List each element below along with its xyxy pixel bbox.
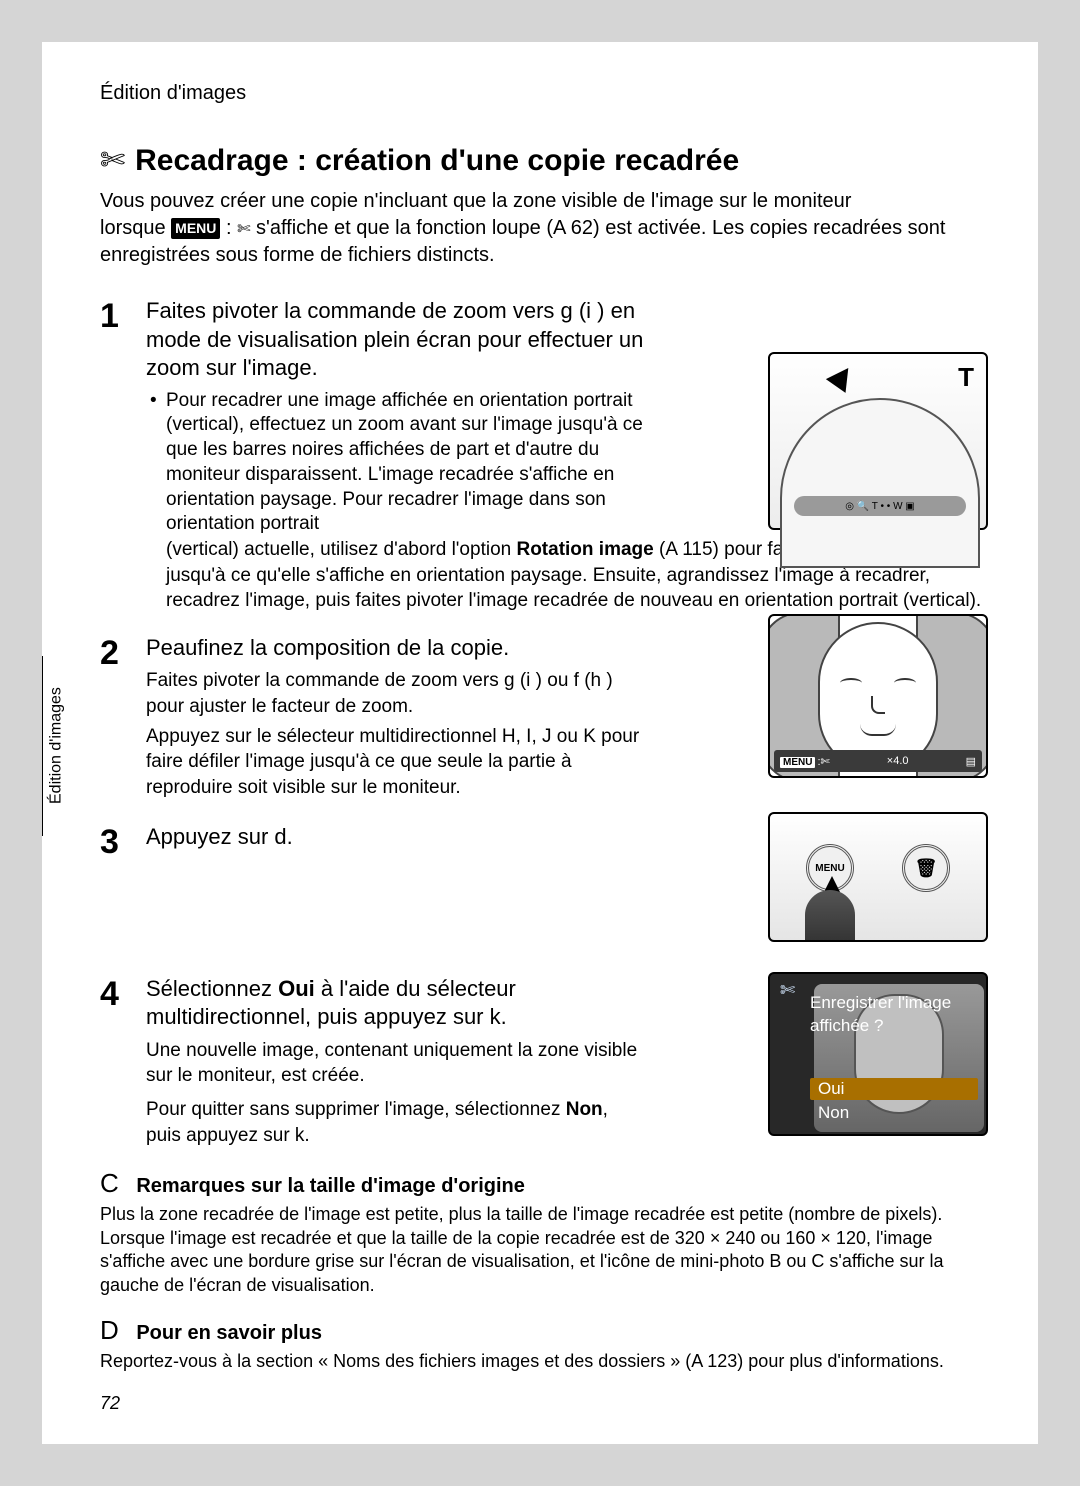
zoom-bar-icons: ◎ 🔍 T • • W ▣	[794, 496, 966, 516]
note-symbol: C	[100, 1168, 119, 1198]
text: Pour quitter sans supprimer l'image, sél…	[146, 1099, 566, 1120]
t-label: T	[958, 362, 974, 393]
step-number: 1	[100, 297, 146, 614]
step-2-p2: Appuyez sur le sélecteur multidirectionn…	[146, 724, 646, 801]
note-title: Remarques sur la taille d'image d'origin…	[136, 1175, 525, 1197]
text: Sélectionnez	[146, 976, 278, 1001]
step-4-p2: Pour quitter sans supprimer l'image, sél…	[146, 1097, 646, 1148]
figure-face-preview: MENU:✄ ×4.0 ▤	[768, 614, 988, 778]
note-body: Plus la zone recadrée de l'image est pet…	[100, 1203, 988, 1297]
step-4-p1: Une nouvelle image, contenant uniquement…	[146, 1038, 646, 1089]
oui-bold: Oui	[278, 976, 315, 1001]
intro-text-1: Vous pouvez créer une copie n'incluant q…	[100, 190, 851, 212]
scissors-icon: ✄	[821, 756, 830, 768]
camera-top: ◎ 🔍 T • • W ▣	[780, 398, 980, 568]
menu-chip-icon: MENU	[780, 757, 815, 768]
figure-menu-button: MENU 🗑	[768, 812, 988, 942]
text: Enregistrer l'image	[810, 993, 951, 1012]
rotation-image-bold: Rotation image	[516, 539, 653, 560]
scissors-icon: ✄	[100, 143, 125, 178]
step-number: 4	[100, 975, 146, 1149]
intro-text-2a: lorsque	[100, 217, 171, 239]
zoom-level: ×4.0	[887, 755, 909, 767]
step-number: 2	[100, 634, 146, 801]
step-2-p1: Faites pivoter la commande de zoom vers …	[146, 668, 646, 719]
option-yes: Oui	[810, 1078, 978, 1100]
arrow-icon	[826, 361, 858, 393]
breadcrumb: Édition d'images	[100, 82, 988, 105]
text: affichée ?	[810, 1016, 883, 1035]
intro-text-2b: s'affiche et que la fonction loupe (A 62…	[100, 217, 945, 266]
step-1-heading: Faites pivoter la commande de zoom vers …	[146, 297, 678, 383]
nose-icon	[871, 696, 885, 714]
page-number: 72	[100, 1393, 120, 1414]
manual-page: Édition d'images ✄ Recadrage : création …	[42, 42, 1038, 1444]
non-bold: Non	[566, 1099, 603, 1120]
note-body: Reportez-vous à la section « Noms des fi…	[100, 1350, 988, 1373]
menu-chip-icon: MENU	[171, 218, 220, 239]
confirm-prompt: Enregistrer l'image affichée ?	[810, 992, 951, 1038]
option-no: Non	[810, 1102, 978, 1124]
note-symbol: D	[100, 1315, 119, 1345]
intro-paragraph: Vous pouvez créer une copie n'incluant q…	[100, 188, 988, 269]
note-remarques: C Remarques sur la taille d'image d'orig…	[100, 1168, 988, 1297]
eye-icon	[840, 678, 862, 688]
menu-indicator: MENU:✄	[780, 755, 830, 768]
note-title: Pour en savoir plus	[136, 1322, 322, 1344]
eye-icon	[894, 678, 916, 688]
figure-confirm-dialog: ✄ Enregistrer l'image affichée ? Oui Non	[768, 972, 988, 1136]
trash-button-icon: 🗑	[902, 844, 950, 892]
note-heading: D Pour en savoir plus	[100, 1315, 988, 1346]
side-tab: Édition d'images	[42, 656, 70, 836]
note-savoir-plus: D Pour en savoir plus Reportez-vous à la…	[100, 1315, 988, 1373]
confirm-options: Oui Non	[810, 1078, 978, 1126]
text: (vertical) actuelle, utilisez d'abord l'…	[166, 539, 516, 560]
figure-zoom-dial: T ◎ 🔍 T • • W ▣	[768, 352, 988, 530]
hand-icon	[805, 890, 855, 942]
scissors-small-icon: ✄	[237, 221, 250, 238]
scissors-icon: ✄	[780, 980, 795, 1001]
page-title-row: ✄ Recadrage : création d'une copie recad…	[100, 143, 988, 178]
step-number: 3	[100, 823, 146, 953]
step-4-heading: Sélectionnez Oui à l'aide du sélecteur m…	[146, 975, 646, 1032]
step-1-bullet-a: Pour recadrer une image affichée en orie…	[146, 389, 678, 537]
nav-icon: ▤	[966, 755, 976, 768]
note-heading: C Remarques sur la taille d'image d'orig…	[100, 1168, 988, 1199]
page-title: Recadrage : création d'une copie recadré…	[135, 144, 739, 178]
preview-bottombar: MENU:✄ ×4.0 ▤	[774, 750, 982, 772]
